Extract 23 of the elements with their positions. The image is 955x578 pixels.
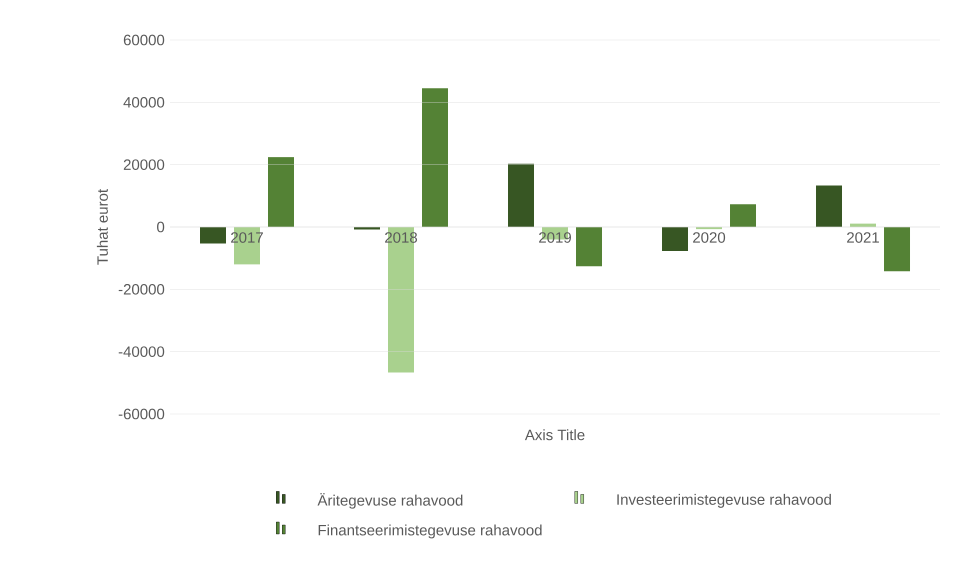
bar (662, 227, 688, 251)
legend-label: Investeerimistegevuse rahavood (617, 494, 831, 508)
bar (730, 204, 756, 227)
y-tick-label: -60000 (118, 408, 164, 420)
x-axis-title: Axis Title (524, 429, 584, 440)
y-tick-label: 20000 (124, 159, 164, 170)
bar (422, 88, 448, 227)
x-tick-label: 2021 (847, 232, 879, 243)
bar (200, 227, 226, 244)
y-tick-label: 60000 (124, 34, 164, 46)
bar (816, 186, 842, 227)
y-axis-title: Tuhat eurot (96, 189, 108, 265)
y-tick-label: 40000 (123, 97, 164, 108)
x-tick-label: 2020 (693, 232, 726, 243)
y-tick-label: 0 (157, 222, 164, 232)
bar (884, 227, 910, 272)
bar (576, 227, 602, 266)
bar (508, 164, 534, 227)
y-tick-label: -20000 (118, 284, 164, 295)
y-tick-label: -40000 (118, 346, 164, 357)
legend-label: Finantseerimistegevuse rahavood (318, 524, 542, 538)
bar (268, 157, 294, 227)
legend-label: Äritegevuse rahavood (317, 493, 462, 509)
